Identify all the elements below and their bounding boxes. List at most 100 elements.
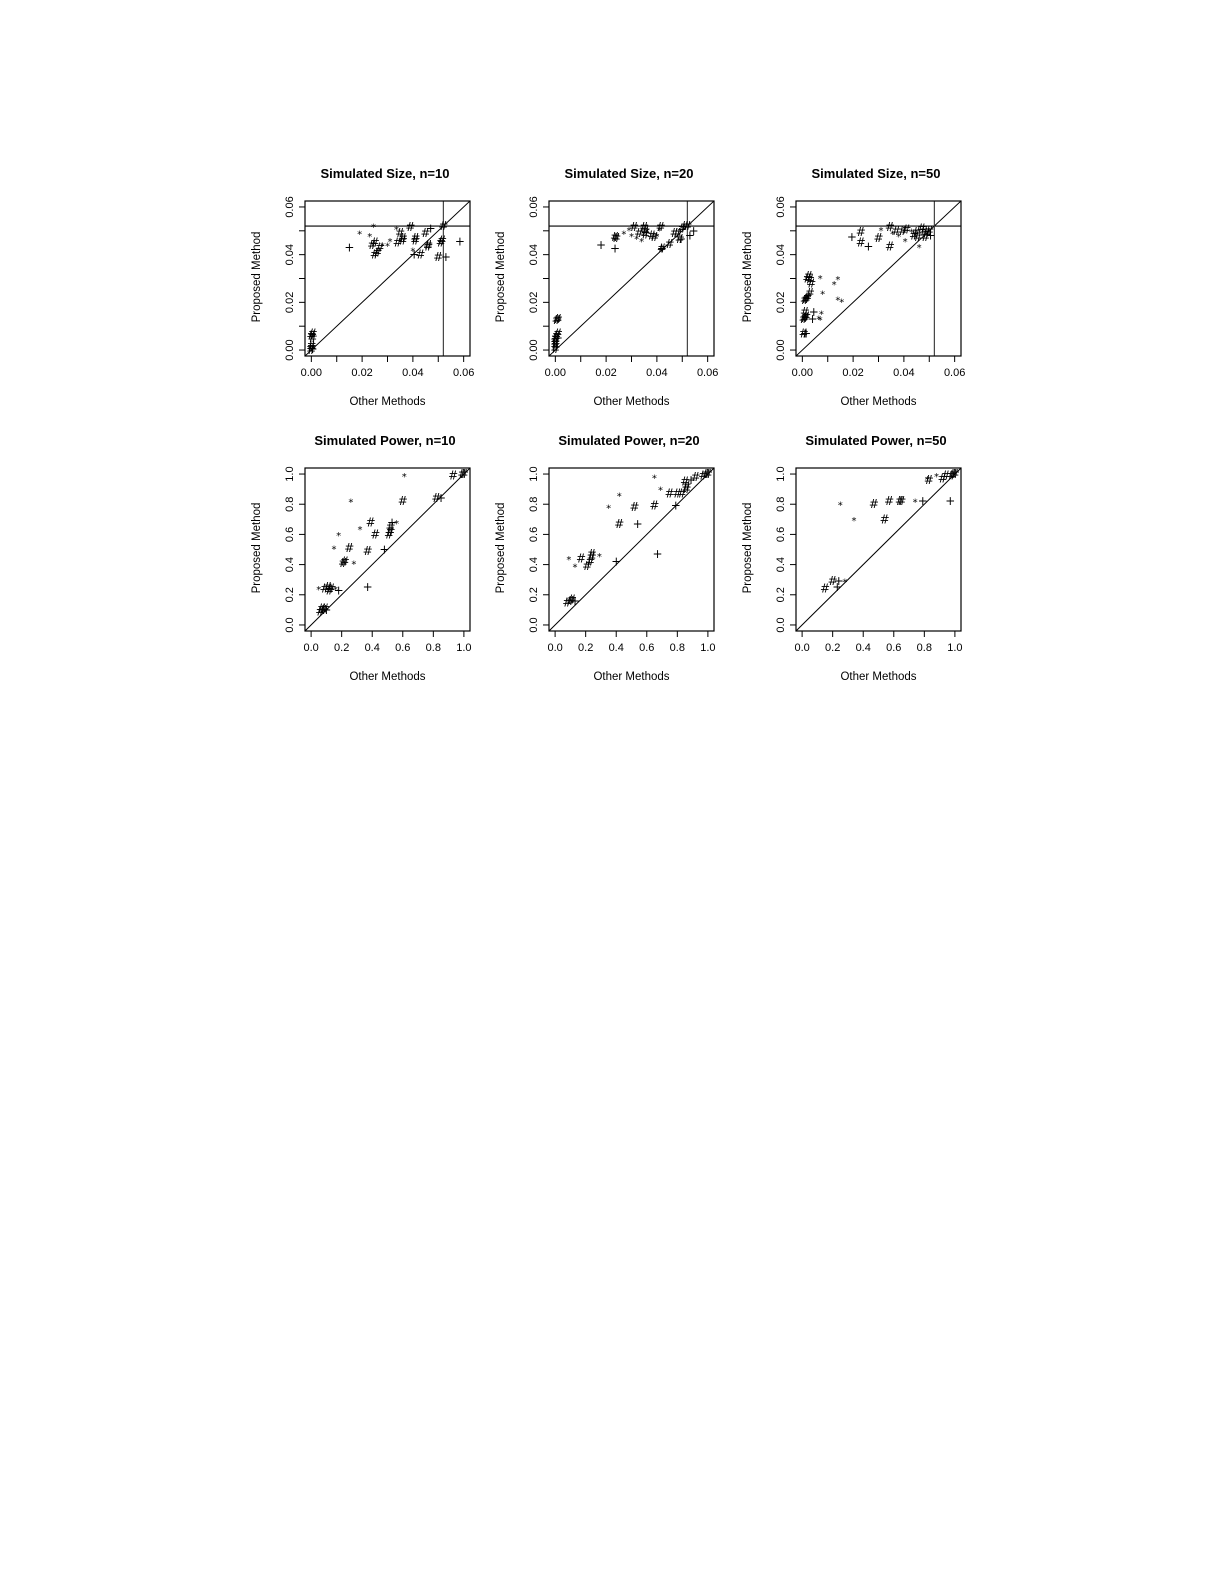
panel-size-n50: Simulated Size, n=50 # + + # # # # + + * * * # # # # * * * #… [731,160,976,430]
hash-marker: # [585,555,595,569]
chart-title: Simulated Size, n=10 [320,166,450,181]
hash-marker: # [950,467,960,481]
star-marker: * [839,298,844,309]
y-tick-label: 0.2 [528,587,540,602]
star-marker: * [903,237,908,248]
hash-marker: # [448,469,458,483]
hash-marker: # [306,343,316,357]
hash-marker: # [912,225,922,239]
plus-marker: + [807,312,817,326]
hash-marker: # [640,227,650,241]
x-tick-label: 1.0 [700,642,715,654]
x-axis-label: Other Methods [593,671,670,683]
star-marker: * [818,316,823,327]
hash-marker: # [370,248,380,262]
x-axis-label: Other Methods [349,671,426,683]
y-tick-label: 0.02 [284,292,296,313]
hash-marker: # [947,469,957,483]
hash-marker: # [680,219,690,233]
y-tick-label: 0.4 [284,557,296,572]
panel-power-n20: Simulated Power, n=20 # # # + * * # # # # # * * + * # # + *… [484,430,729,700]
hash-marker: # [802,291,812,305]
hash-marker: # [306,329,316,343]
star-marker: * [639,237,644,248]
hash-marker: # [423,238,433,252]
hash-marker: # [901,223,911,237]
hash-marker: # [431,491,441,505]
y-tick-label: 0.06 [528,196,540,217]
star-marker: * [358,525,363,536]
x-tick-label: 0.02 [351,367,372,379]
hash-marker: # [421,226,431,240]
hash-marker: # [610,230,620,244]
star-marker: * [832,280,837,291]
plus-marker: + [441,250,451,264]
star-marker: * [838,501,843,512]
hash-marker: # [800,311,810,325]
y-tick-label: 0.6 [775,527,787,542]
hash-marker: # [856,225,866,239]
hash-marker: # [675,232,685,246]
y-axis-label: Proposed Method [742,502,754,593]
hash-marker: # [670,226,680,240]
hash-marker: # [459,467,469,481]
y-tick-label: 0.04 [528,244,540,265]
x-tick-label: 0.00 [792,367,813,379]
plot-frame [548,467,715,632]
y-tick-label: 0.4 [775,557,787,572]
hash-marker: # [366,515,376,529]
plus-marker: + [809,305,819,319]
hash-marker: # [885,239,895,253]
plus-marker: + [832,580,842,594]
y-tick-label: 0.4 [528,557,540,572]
y-tick-label: 0.00 [284,339,296,360]
y-tick-label: 0.02 [528,292,540,313]
hash-marker: # [672,487,682,501]
hash-marker: # [437,233,447,247]
hash-marker: # [682,219,692,233]
x-tick-label: 0.2 [578,642,593,654]
plus-marker: + [685,229,695,243]
plus-marker: + [596,238,606,252]
y-tick-label: 0.02 [775,292,787,313]
x-axis-label: Other Methods [840,396,917,408]
hash-marker: # [681,479,691,493]
star-marker: * [852,516,857,527]
hash-marker: # [805,286,815,300]
star-marker: * [597,552,602,563]
x-tick-label: 0.04 [893,367,914,379]
y-tick-label: 1.0 [775,466,787,481]
scatter-plot: #########*++ +## * **#*#*###*##*#*+#####+##… [528,196,718,379]
star-marker: * [402,472,407,483]
diagonal-reference-line [796,201,961,356]
star-marker: * [913,498,918,509]
hash-marker: # [924,473,934,487]
hash-marker: # [873,231,883,245]
hash-marker: # [800,293,810,307]
diagonal-reference-line [305,201,470,356]
hash-marker: # [315,604,325,618]
hash-marker: # [802,272,812,286]
star-marker: * [336,531,341,542]
star-marker: * [896,232,901,243]
x-tick-label: 0.4 [365,642,380,654]
star-marker: * [380,242,385,253]
hash-marker: # [898,224,908,238]
star-marker: * [816,314,821,325]
hash-marker: # [885,220,895,234]
hash-marker: # [647,229,657,243]
scatter-plot: ###+**##### **+*##+*#+* #+#####+####0.0 0.2… [528,466,716,654]
plus-marker: + [455,235,465,249]
hash-marker: # [338,556,348,570]
hash-marker: # [550,334,560,348]
hash-marker: # [896,494,906,508]
star-marker: * [626,226,631,237]
star-marker: * [820,289,825,300]
y-tick-label: 0.00 [775,339,787,360]
y-axis-label: Proposed Method [251,231,263,322]
hash-marker: # [386,524,396,538]
star-marker: * [557,317,562,328]
star-marker: * [388,237,393,248]
plus-marker: + [676,232,686,246]
hash-marker: # [799,312,809,326]
